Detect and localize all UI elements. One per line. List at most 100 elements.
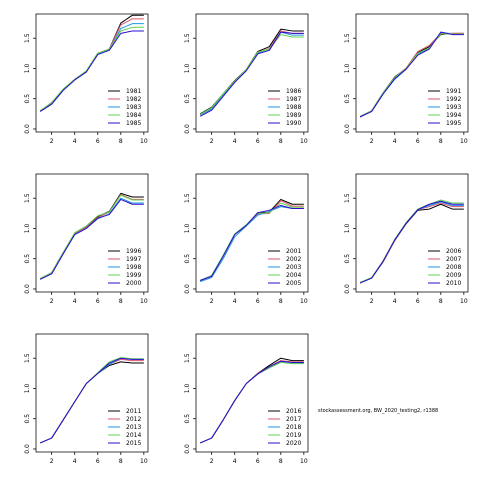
y-tick-label: 1.0 xyxy=(184,224,191,234)
legend-label: 1992 xyxy=(446,96,461,103)
legend-label: 1991 xyxy=(446,88,461,95)
legend-label: 1996 xyxy=(126,248,141,255)
x-tick-label: 8 xyxy=(439,138,443,145)
legend-label: 2012 xyxy=(126,416,141,423)
x-tick-label: 8 xyxy=(439,298,443,305)
y-tick-label: 0.5 xyxy=(344,254,351,264)
plot-frame xyxy=(35,13,149,133)
x-tick-label: 4 xyxy=(233,298,237,305)
x-tick-label: 2 xyxy=(210,138,214,145)
y-tick-label: 1.0 xyxy=(24,384,31,394)
legend-label: 2007 xyxy=(446,256,461,263)
x-tick-label: 8 xyxy=(279,138,283,145)
x-tick-label: 8 xyxy=(119,298,123,305)
y-tick-label: 0.5 xyxy=(184,254,191,264)
legend-label: 2002 xyxy=(286,256,301,263)
legend-label: 1995 xyxy=(446,120,461,127)
legend-label: 2019 xyxy=(286,432,301,439)
y-tick-label: 0.0 xyxy=(24,284,31,294)
legend-label: 2011 xyxy=(126,408,141,415)
legend-label: 1987 xyxy=(286,96,301,103)
y-tick-label: 1.5 xyxy=(344,193,351,203)
x-tick-label: 4 xyxy=(393,138,397,145)
series-line-1990 xyxy=(199,31,304,117)
x-tick-label: 8 xyxy=(279,298,283,305)
x-tick-label: 10 xyxy=(300,298,308,305)
y-tick-label: 1.0 xyxy=(184,384,191,394)
series-line-1989 xyxy=(199,34,304,115)
y-tick-label: 1.0 xyxy=(184,64,191,74)
x-tick-label: 4 xyxy=(73,298,77,305)
series-line-1985 xyxy=(39,30,144,112)
legend-label: 1988 xyxy=(286,104,301,111)
y-tick-label: 1.0 xyxy=(344,64,351,74)
legend-label: 2020 xyxy=(286,440,301,447)
x-tick-label: 6 xyxy=(96,458,100,465)
x-tick-label: 6 xyxy=(416,138,420,145)
source-caption: stockassessment.org, BW_2020_testing2, r… xyxy=(318,408,439,414)
y-tick-label: 1.0 xyxy=(344,224,351,234)
legend-label: 2014 xyxy=(126,432,141,439)
y-tick-label: 0.0 xyxy=(184,284,191,294)
series-line-2000 xyxy=(39,198,144,280)
y-tick-label: 0.5 xyxy=(344,94,351,104)
y-tick-label: 0.0 xyxy=(24,124,31,134)
y-tick-label: 1.5 xyxy=(344,33,351,43)
legend-label: 1981 xyxy=(126,88,141,95)
x-tick-label: 10 xyxy=(460,298,468,305)
x-tick-label: 2 xyxy=(370,298,374,305)
y-tick-label: 0.5 xyxy=(184,94,191,104)
plot-frame xyxy=(355,173,469,293)
legend-label: 1982 xyxy=(126,96,141,103)
plot-frame xyxy=(35,173,149,293)
y-tick-label: 0.0 xyxy=(344,284,351,294)
x-tick-label: 6 xyxy=(256,138,260,145)
plot-frame xyxy=(195,13,309,133)
y-tick-label: 1.0 xyxy=(24,64,31,74)
x-tick-label: 4 xyxy=(393,298,397,305)
legend-label: 1990 xyxy=(286,120,301,127)
y-tick-label: 0.5 xyxy=(24,254,31,264)
x-tick-label: 10 xyxy=(140,298,148,305)
legend-label: 2013 xyxy=(126,424,141,431)
x-tick-label: 10 xyxy=(460,138,468,145)
y-tick-label: 1.5 xyxy=(24,33,31,43)
legend-label: 2003 xyxy=(286,264,301,271)
legend-label: 2000 xyxy=(126,280,141,287)
y-tick-label: 0.5 xyxy=(24,414,31,424)
y-tick-label: 0.5 xyxy=(184,414,191,424)
legend-label: 1999 xyxy=(126,272,141,279)
legend-label: 2010 xyxy=(446,280,461,287)
legend-label: 1989 xyxy=(286,112,301,119)
series-line-1999 xyxy=(39,194,144,280)
legend-label: 1983 xyxy=(126,104,141,111)
x-tick-label: 2 xyxy=(370,138,374,145)
x-tick-label: 8 xyxy=(119,138,123,145)
y-tick-label: 1.5 xyxy=(184,193,191,203)
x-tick-label: 2 xyxy=(210,458,214,465)
x-tick-label: 10 xyxy=(300,138,308,145)
y-tick-label: 1.0 xyxy=(24,224,31,234)
plot-frame xyxy=(35,333,149,453)
legend-label: 2001 xyxy=(286,248,301,255)
legend-label: 1993 xyxy=(446,104,461,111)
legend-label: 2006 xyxy=(446,248,461,255)
x-tick-label: 10 xyxy=(140,138,148,145)
legend-label: 2016 xyxy=(286,408,301,415)
legend-label: 2018 xyxy=(286,424,301,431)
y-tick-label: 0.0 xyxy=(24,444,31,454)
x-tick-label: 8 xyxy=(279,458,283,465)
y-tick-label: 1.5 xyxy=(24,193,31,203)
x-tick-label: 4 xyxy=(73,458,77,465)
y-tick-label: 0.0 xyxy=(184,444,191,454)
series-line-2015 xyxy=(39,357,144,444)
x-tick-label: 6 xyxy=(256,458,260,465)
y-tick-label: 1.5 xyxy=(184,33,191,43)
legend-label: 1998 xyxy=(126,264,141,271)
legend-label: 2017 xyxy=(286,416,301,423)
